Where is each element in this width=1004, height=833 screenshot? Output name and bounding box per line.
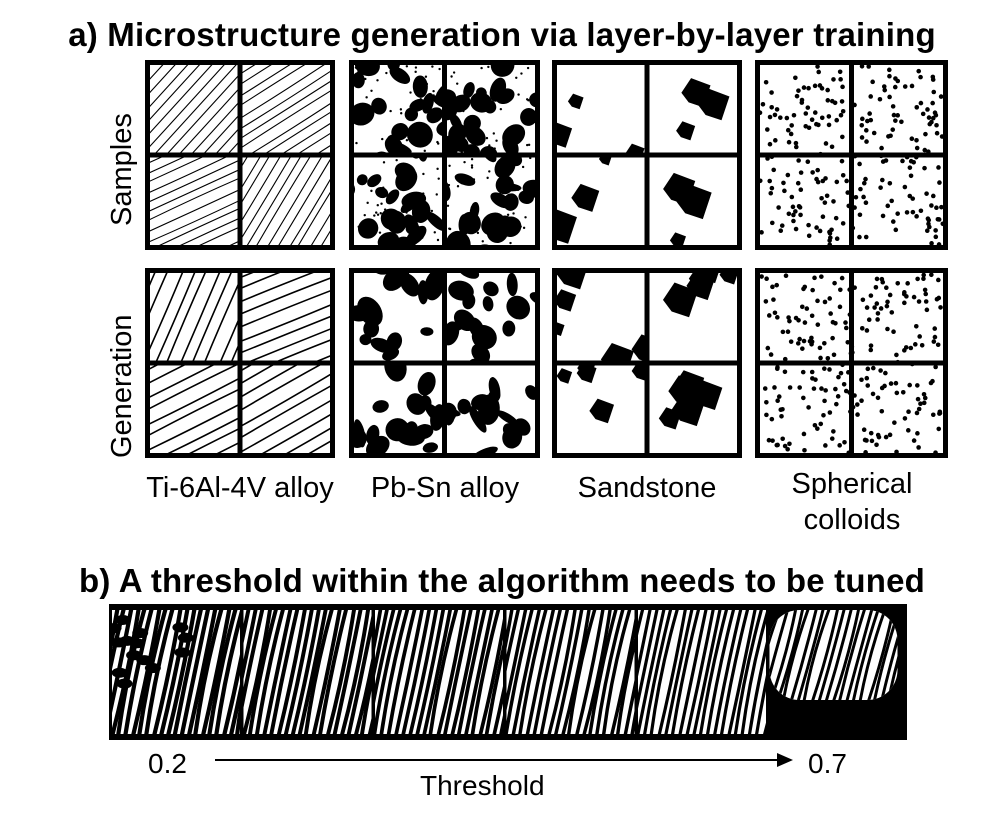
blob-network-texture bbox=[354, 65, 535, 245]
row-label-generation: Generation bbox=[106, 314, 138, 459]
row-label-samples: Samples bbox=[106, 113, 138, 226]
sample-tile-pbsn bbox=[349, 60, 540, 250]
material-label-pbsn: Pb-Sn alloy bbox=[370, 472, 520, 504]
sample-tile-colloids bbox=[755, 60, 948, 250]
threshold-end-value: 0.7 bbox=[808, 748, 847, 779]
dot-texture bbox=[760, 65, 943, 245]
threshold-strip bbox=[109, 604, 907, 740]
threshold-frame bbox=[638, 610, 766, 734]
sample-tile-sandstone bbox=[552, 60, 742, 250]
sparse-blob-texture bbox=[557, 273, 737, 453]
generated-tile-ti6al4v bbox=[145, 268, 335, 458]
lamellar-texture bbox=[150, 273, 330, 453]
dot-texture bbox=[760, 273, 943, 453]
material-label-sandstone: Sandstone bbox=[577, 472, 717, 504]
threshold-axis-label: Threshold bbox=[420, 770, 545, 801]
generated-tile-colloids bbox=[755, 268, 948, 458]
lamellar-texture bbox=[150, 65, 330, 245]
material-label-colloids-line2: colloids bbox=[803, 504, 901, 536]
generated-tile-pbsn bbox=[349, 268, 540, 458]
sample-tile-ti6al4v bbox=[145, 60, 335, 250]
threshold-frames bbox=[112, 610, 898, 734]
threshold-start-value: 0.2 bbox=[148, 748, 187, 779]
section-b-title: b) A threshold within the algorithm need… bbox=[79, 562, 925, 599]
threshold-frame bbox=[112, 610, 240, 734]
material-label-ti6al4v: Ti-6Al-4V alloy bbox=[146, 472, 334, 504]
threshold-frame bbox=[243, 610, 372, 734]
generated-tile-sandstone bbox=[552, 268, 742, 458]
arrow-right-icon bbox=[215, 753, 793, 767]
threshold-frame bbox=[506, 610, 635, 734]
material-label-colloids-line1: Spherical bbox=[791, 468, 913, 500]
threshold-frame bbox=[375, 610, 503, 734]
sparse-blob-texture bbox=[557, 65, 737, 245]
material-label-colloids: Spherical colloids bbox=[752, 466, 952, 538]
section-a-title: a) Microstructure generation via layer-b… bbox=[68, 16, 936, 53]
blob-network-texture bbox=[354, 273, 535, 453]
